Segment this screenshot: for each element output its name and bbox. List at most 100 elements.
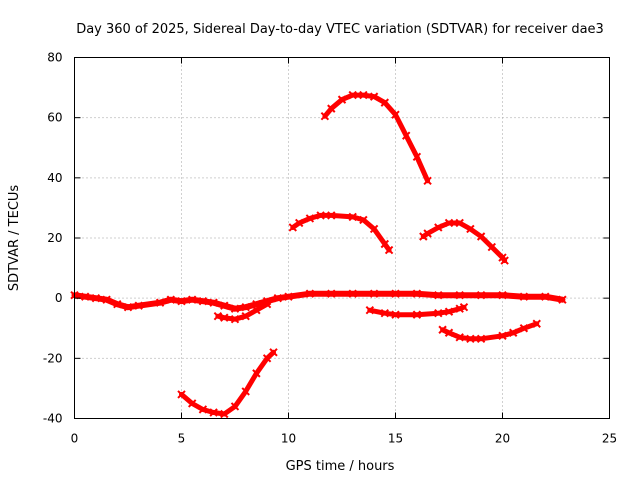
- data-point: [476, 334, 486, 343]
- data-point: [391, 310, 400, 319]
- data-point: [466, 224, 475, 234]
- data-point: [444, 218, 454, 228]
- data-point: [434, 223, 443, 232]
- data-point: [348, 212, 357, 222]
- data-point: [519, 292, 529, 301]
- data-point: [209, 298, 218, 307]
- data-point: [498, 331, 507, 340]
- data-point: [134, 301, 143, 310]
- data-point: [466, 334, 475, 343]
- data-point: [500, 256, 509, 265]
- data-point: [476, 232, 486, 241]
- data-point: [230, 315, 240, 324]
- data-point: [198, 296, 208, 306]
- y-tick-label: 60: [47, 111, 62, 125]
- data-point: [541, 292, 550, 301]
- data-point: [91, 293, 101, 303]
- data-point: [434, 309, 443, 318]
- data-point: [327, 211, 336, 220]
- data-point: [380, 98, 390, 107]
- data-point: [384, 245, 394, 255]
- series-main-trace: [71, 290, 566, 312]
- data-point: [241, 387, 250, 396]
- data-point: [508, 328, 518, 337]
- x-tick-label: 25: [602, 432, 617, 446]
- series-trace-c: [179, 349, 276, 417]
- data-point: [459, 302, 469, 312]
- x-axis-label: GPS time / hours: [286, 459, 395, 474]
- data-point: [380, 309, 390, 318]
- data-point: [348, 289, 357, 298]
- data-point: [487, 242, 497, 252]
- chart-title: Day 360 of 2025, Sidereal Day-to-day VTE…: [76, 22, 604, 37]
- data-point: [284, 292, 293, 301]
- data-point: [348, 90, 357, 100]
- data-point: [412, 152, 422, 161]
- x-tick-label: 0: [71, 432, 79, 446]
- series-trace-f: [420, 220, 508, 264]
- data-point: [269, 348, 278, 357]
- data-point: [412, 289, 422, 298]
- y-axis-label: SDTVAR / TECUs: [7, 185, 22, 292]
- data-point: [476, 290, 486, 300]
- data-point: [365, 305, 375, 315]
- x-tick-label: 15: [388, 432, 403, 446]
- data-point: [369, 224, 379, 234]
- data-point: [288, 223, 297, 232]
- data-point: [337, 95, 347, 104]
- y-tick-label: 20: [47, 231, 62, 245]
- data-point: [177, 390, 186, 399]
- data-point: [316, 211, 325, 220]
- x-tick-label: 5: [178, 432, 186, 446]
- data-point: [252, 305, 261, 315]
- data-point: [305, 289, 315, 298]
- y-tick-label: 0: [55, 291, 63, 305]
- data-point: [166, 295, 176, 304]
- data-point: [241, 312, 250, 321]
- series-layer: [70, 90, 567, 419]
- ticks: [74, 57, 610, 419]
- data-point: [455, 290, 464, 300]
- data-point: [444, 328, 454, 337]
- series-trace-d: [290, 212, 392, 253]
- data-point: [187, 399, 197, 408]
- data-point: [444, 307, 454, 316]
- data-point: [123, 302, 133, 312]
- series-trace-e: [322, 92, 431, 184]
- y-tick-label: 40: [47, 171, 62, 185]
- data-point: [187, 295, 197, 304]
- data-point: [434, 290, 443, 300]
- data-point: [252, 369, 261, 378]
- data-point: [305, 214, 315, 223]
- data-point: [320, 111, 330, 121]
- y-tick-label: -20: [43, 351, 63, 365]
- data-point: [230, 304, 240, 313]
- data-point: [230, 402, 240, 411]
- data-point: [369, 92, 379, 101]
- x-tick-label: 10: [281, 432, 296, 446]
- data-point: [155, 298, 165, 307]
- y-tick-label: 80: [47, 51, 62, 65]
- data-point: [455, 333, 464, 342]
- tick-labels: 0 5 10 15 20 25 -40 -20 0 20 40 60 80: [43, 51, 617, 446]
- data-point: [455, 218, 464, 228]
- data-point: [102, 295, 111, 304]
- y-tick-label: -40: [43, 412, 63, 426]
- data-point: [177, 296, 186, 306]
- data-point: [80, 292, 90, 301]
- data-point: [391, 289, 400, 298]
- data-point: [423, 229, 432, 238]
- data-point: [391, 110, 400, 119]
- data-point: [262, 299, 272, 309]
- data-point: [498, 290, 507, 300]
- data-point: [213, 312, 223, 321]
- data-point: [220, 409, 229, 419]
- data-point: [327, 104, 336, 113]
- data-point: [241, 302, 250, 312]
- data-point: [113, 299, 122, 309]
- data-point: [294, 218, 304, 228]
- data-point: [262, 354, 272, 363]
- data-point: [558, 295, 567, 304]
- data-point: [412, 310, 422, 319]
